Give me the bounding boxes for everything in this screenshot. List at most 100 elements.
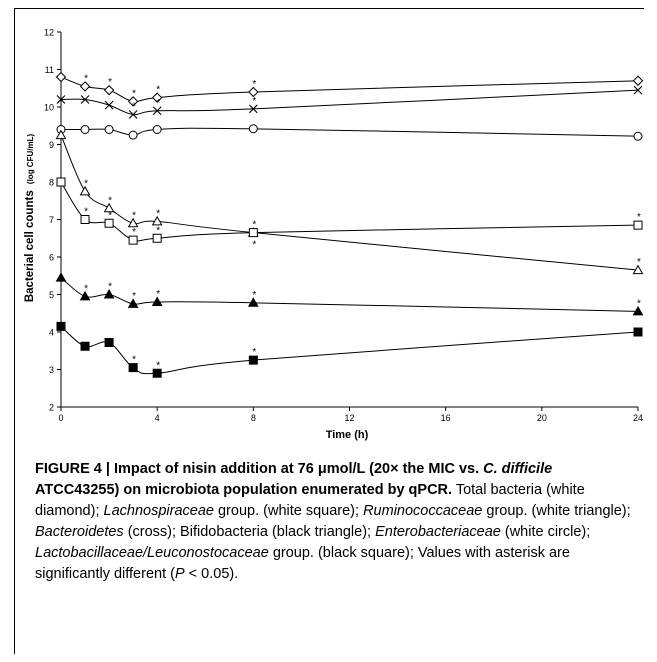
open-triangle-marker (127, 217, 139, 228)
significance-asterisk: * (252, 220, 256, 231)
caption-body-segment: P (174, 566, 185, 582)
y-tick-label: 3 (49, 365, 54, 375)
significance-asterisk: * (156, 225, 160, 236)
circle-marker (152, 125, 162, 134)
open-triangle-marker (103, 202, 115, 213)
caption-label: FIGURE 4 | (35, 461, 114, 477)
significance-asterisk: * (252, 79, 256, 90)
filled-square-marker (152, 368, 162, 378)
caption-body-segment: group. (white square); (213, 503, 364, 519)
open-triangle-marker (632, 264, 644, 275)
y-tick-label: 6 (49, 253, 54, 263)
y-axis-label-unit: (log CFU/mL) (26, 134, 35, 185)
filled-square-marker (104, 338, 114, 347)
open-triangle-marker (79, 185, 91, 196)
significance-asterisk: * (156, 98, 160, 109)
circle-marker (128, 130, 138, 140)
caption-body: Total bacteria (white diamond); Lachnosp… (35, 482, 631, 582)
y-tick-label: 12 (44, 28, 54, 38)
open-square-marker (248, 228, 258, 238)
significance-asterisk: * (132, 88, 136, 99)
significance-asterisk: * (132, 227, 136, 238)
significance-asterisk: * (156, 208, 160, 219)
y-tick-label: 7 (49, 215, 54, 225)
cross-marker (80, 95, 90, 104)
significance-asterisk: * (156, 289, 160, 300)
x-axis-label: Time (h) (326, 429, 369, 441)
caption-body-segment: Total bacteria (white diamond); (35, 482, 585, 519)
open-square-marker (128, 235, 138, 245)
caption-body-segment: < 0.05). (184, 566, 239, 582)
significance-asterisk: * (156, 360, 160, 371)
diamond-marker (127, 96, 139, 107)
x-tick-label: 16 (441, 413, 451, 423)
x-tick-label: 0 (58, 413, 63, 423)
open-triangle-marker (55, 129, 67, 140)
diamond-marker (151, 92, 163, 103)
x-tick-label: 12 (344, 413, 354, 423)
significance-asterisk: * (108, 195, 112, 206)
filled-triangle-marker (79, 290, 91, 301)
diamond-marker (248, 86, 259, 98)
significance-asterisk: * (252, 347, 256, 358)
filled-triangle-marker (127, 298, 139, 308)
x-tick-label: 8 (251, 413, 256, 423)
caption-body-segment: Bacteroidetes (35, 524, 124, 540)
diamond-marker (79, 81, 91, 92)
circle-marker (80, 125, 90, 134)
open-square-marker (56, 177, 66, 187)
y-axis-label: Bacterial cell counts (log CFU/mL) (24, 134, 36, 303)
filled-square-marker (248, 355, 258, 365)
significance-asterisk: * (84, 207, 88, 218)
caption-body-segment: group. (black square); Values with aster… (35, 545, 570, 582)
figure-frame (14, 8, 644, 654)
filled-square-marker (633, 327, 643, 337)
significance-asterisk: * (108, 210, 112, 221)
y-tick-label: 10 (44, 103, 54, 113)
y-tick-label: 4 (49, 328, 54, 338)
caption-body-segment: Lachnospiraceae (103, 503, 214, 519)
diamond-marker (632, 75, 644, 86)
open-square-marker (104, 218, 114, 228)
y-tick-label: 11 (45, 65, 54, 75)
cross-marker (152, 106, 162, 116)
filled-triangle-marker (151, 296, 163, 306)
x-tick-label: 20 (537, 413, 547, 423)
open-square-marker (80, 215, 90, 224)
x-tick-label: 24 (633, 413, 643, 423)
caption-body-segment: group. (white triangle); (482, 503, 631, 519)
chart-markers (55, 71, 644, 378)
caption-body-segment: Lactobacillaceae/Leuconostocaceae (35, 545, 269, 561)
filled-square-marker (80, 341, 90, 351)
significance-asterisk: * (132, 210, 136, 221)
significance-asterisk: * (637, 212, 641, 223)
y-tick-label: 5 (49, 290, 54, 300)
circle-marker (633, 131, 643, 141)
significance-asterisk: * (108, 77, 112, 88)
series-line (60, 181, 639, 242)
cross-marker (128, 110, 138, 119)
caption-body-segment: (white circle); (500, 524, 591, 540)
circle-marker (248, 124, 258, 134)
significance-asterisk: * (132, 102, 136, 113)
series-line (60, 134, 639, 271)
open-triangle-marker (151, 215, 163, 226)
cross-marker (104, 100, 114, 110)
caption-title-post: ATCC43255) on microbiota population enum… (35, 482, 453, 498)
series-line (60, 326, 639, 375)
series-line (61, 127, 639, 137)
significance-asterisk: * (637, 257, 641, 268)
caption-title-italic: C. difficile (483, 461, 553, 477)
significance-asterisk: * (637, 298, 641, 309)
chart-series (60, 76, 639, 375)
significance-asterisk: * (108, 282, 112, 293)
filled-triangle-marker (247, 297, 259, 307)
open-square-marker (152, 233, 162, 243)
x-tick-label: 4 (155, 413, 160, 423)
caption-body-segment: Ruminococcaceae (363, 503, 483, 519)
circle-marker (104, 125, 114, 134)
significance-asterisk: * (84, 283, 88, 294)
chart-significance-marks: * * * * * * * * * * * * * * * * * * * * * * * * * * * * * (84, 73, 641, 371)
caption-title-pre: Impact of nisin addition at 76 μmol/L (2… (114, 461, 484, 477)
